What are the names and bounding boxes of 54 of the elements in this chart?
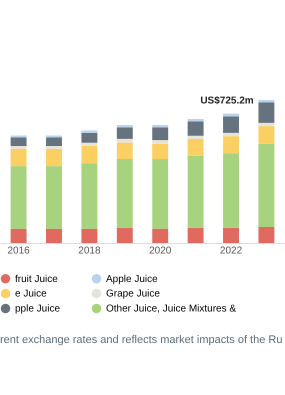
- bar: [81, 130, 98, 133]
- bar: [258, 102, 274, 123]
- legend-label: Grape Juice: [106, 288, 160, 300]
- legend-label: fruit Juice: [15, 274, 58, 285]
- bar: [81, 132, 98, 143]
- bar: [188, 228, 204, 243]
- bar: [46, 228, 62, 243]
- bar: [81, 228, 98, 243]
- bar: [223, 228, 239, 243]
- text: rent exchange rates and reflects market impacts of the Ru: [0, 334, 282, 346]
- x-tick-label: 2018: [78, 246, 101, 256]
- x-tick-label: 2020: [149, 246, 172, 256]
- bar: [10, 137, 27, 146]
- x-tick-label: 2016: [7, 246, 30, 256]
- bar: [46, 166, 62, 229]
- bar: [116, 138, 133, 143]
- bar: [258, 126, 274, 144]
- bar: [188, 121, 204, 136]
- bar: [116, 228, 133, 243]
- bar: [152, 228, 168, 243]
- bar: [258, 226, 274, 243]
- legend-label: pple Juice: [15, 304, 60, 314]
- bar: [10, 228, 27, 243]
- bar: [46, 146, 62, 149]
- bar: [223, 153, 239, 228]
- bar: [81, 163, 98, 229]
- x-tick-label: 2022: [220, 246, 243, 256]
- bar: [223, 114, 239, 116]
- bar: [10, 166, 27, 229]
- bar: [258, 144, 274, 227]
- bar: [223, 116, 239, 133]
- bar: [10, 148, 27, 166]
- bar: [258, 122, 274, 126]
- legend-label: Other Juice, Juice Mixtures &: [106, 304, 236, 314]
- bar: [116, 159, 133, 228]
- bar: [116, 127, 133, 139]
- bar: [152, 127, 168, 140]
- bar: [116, 142, 133, 160]
- legend-label: e Juice: [15, 288, 48, 300]
- bar: [223, 132, 239, 136]
- bar: [223, 136, 239, 154]
- annotation: US$725.2m: [200, 96, 254, 107]
- bar: [188, 139, 204, 156]
- bar: [188, 136, 204, 140]
- bar: [81, 146, 98, 164]
- bar: [188, 156, 204, 228]
- bar: [152, 140, 168, 144]
- legend-label: Apple Juice: [106, 274, 158, 285]
- bar: [152, 159, 168, 229]
- bar: [46, 137, 62, 146]
- bar: [81, 142, 98, 146]
- bar: [152, 144, 168, 160]
- bar: [46, 148, 62, 166]
- bar: [10, 146, 27, 149]
